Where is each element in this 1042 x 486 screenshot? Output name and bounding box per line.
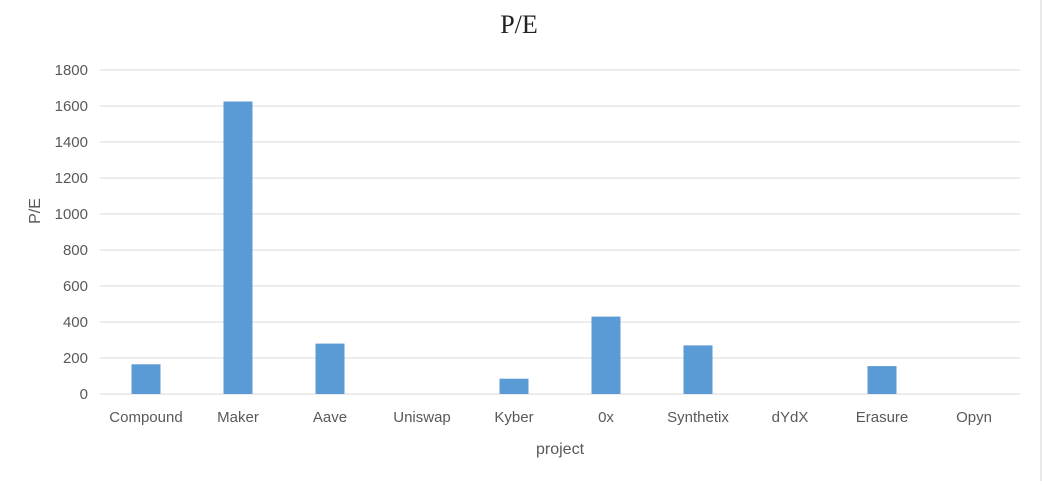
y-tick-label: 1000 <box>55 206 88 223</box>
bar-compound <box>131 364 161 394</box>
x-tick-label: Opyn <box>956 409 992 426</box>
x-tick-label: Synthetix <box>667 409 729 426</box>
x-tick-label: Kyber <box>494 409 533 426</box>
x-tick-label: 0x <box>598 409 614 426</box>
x-tick-label: Uniswap <box>393 409 451 426</box>
x-tick-label: Aave <box>313 409 347 426</box>
y-tick-label: 1400 <box>55 134 88 151</box>
window-edge <box>1040 0 1042 481</box>
x-axis-label: project <box>536 441 585 458</box>
x-tick-label: Maker <box>217 409 259 426</box>
y-tick-label: 1200 <box>55 170 88 187</box>
bars <box>131 101 897 394</box>
bar-maker <box>223 101 253 394</box>
x-tick-label: Compound <box>109 409 182 426</box>
y-tick-label: 800 <box>63 242 88 259</box>
bar-0x <box>591 316 621 394</box>
y-tick-label: 1800 <box>55 62 88 79</box>
bar-aave <box>315 343 345 394</box>
x-tick-label: dYdX <box>772 409 809 426</box>
bar-kyber <box>499 378 529 394</box>
y-tick-label: 200 <box>63 350 88 367</box>
y-tick-label: 600 <box>63 278 88 295</box>
x-axis-ticks: Compound Maker Aave Uniswap Kyber 0x Synthetix… <box>109 409 992 426</box>
bar-erasure <box>867 366 897 394</box>
y-axis-label: P/E <box>27 198 44 224</box>
bar-synthetix <box>683 345 713 394</box>
y-tick-label: 1600 <box>55 98 88 115</box>
x-tick-label: Erasure <box>856 409 909 426</box>
y-axis-ticks: 0 200 400 600 800 1000 1200 1400 1600 1800 <box>55 62 88 403</box>
y-tick-label: 0 <box>80 386 88 403</box>
chart-title: P/E <box>500 10 538 39</box>
y-tick-label: 400 <box>63 314 88 331</box>
gridlines <box>100 69 1020 395</box>
